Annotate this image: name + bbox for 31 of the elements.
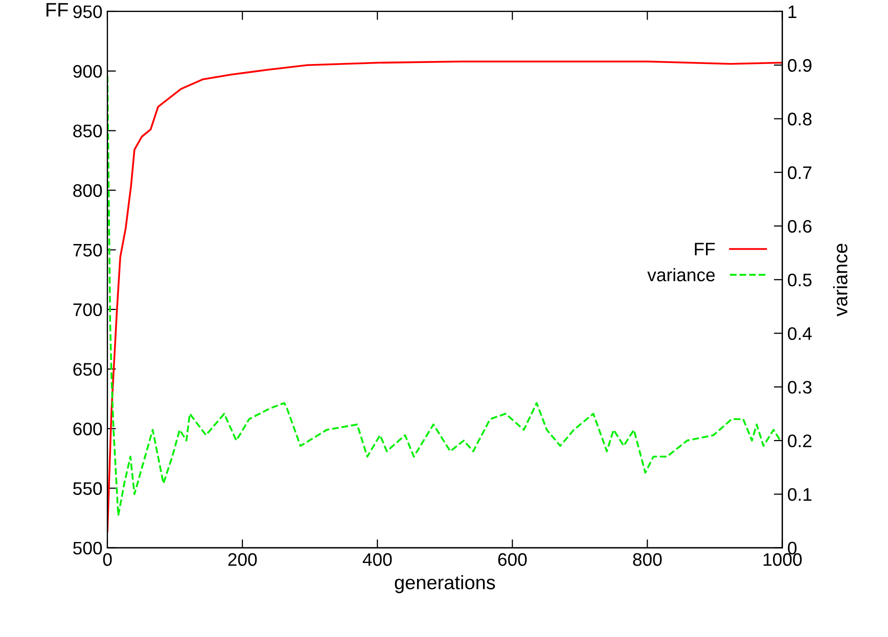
y-axis-title: FF (46, 3, 68, 16)
y-tick-label: 700 (73, 303, 102, 316)
y-tick-label: 500 (73, 542, 102, 555)
y2-tick-label: 0.1 (788, 488, 812, 501)
y2-tick-label: 0.7 (788, 166, 812, 180)
y2-tick-label: 0.4 (788, 327, 812, 340)
y-tick-label: 750 (73, 244, 102, 257)
y-tick-label: 650 (73, 362, 102, 376)
x-tick-label: 600 (498, 553, 527, 566)
x-tick-label: 800 (633, 553, 662, 566)
y-tick-label: 600 (73, 422, 102, 436)
x-tick-label: 0 (103, 553, 112, 566)
y-tick-label: 950 (73, 5, 102, 18)
x-tick-label: 1000 (764, 553, 802, 566)
y2-tick-label: 0.2 (788, 434, 812, 448)
y-tick-label: 900 (73, 64, 102, 78)
legend-label: variance (647, 268, 715, 282)
x-tick-label: 400 (362, 553, 392, 566)
y2-tick-label: 0.3 (788, 380, 812, 394)
x-tick-label: 200 (228, 553, 257, 566)
y2-tick-label: 0.5 (788, 274, 812, 286)
y2-tick-label: 0.9 (788, 59, 812, 72)
y-tick-label: 550 (73, 482, 102, 495)
y2-axis-title: variance (833, 244, 848, 316)
y-tick-label: 850 (73, 124, 102, 138)
y2-tick-label: 1 (788, 6, 796, 18)
x-axis-title: generations (394, 575, 495, 594)
y2-tick-label: 0.8 (788, 112, 812, 126)
y2-tick-label: 0.6 (788, 220, 812, 233)
legend-label: FF (694, 242, 715, 256)
y-tick-label: 800 (73, 184, 102, 197)
